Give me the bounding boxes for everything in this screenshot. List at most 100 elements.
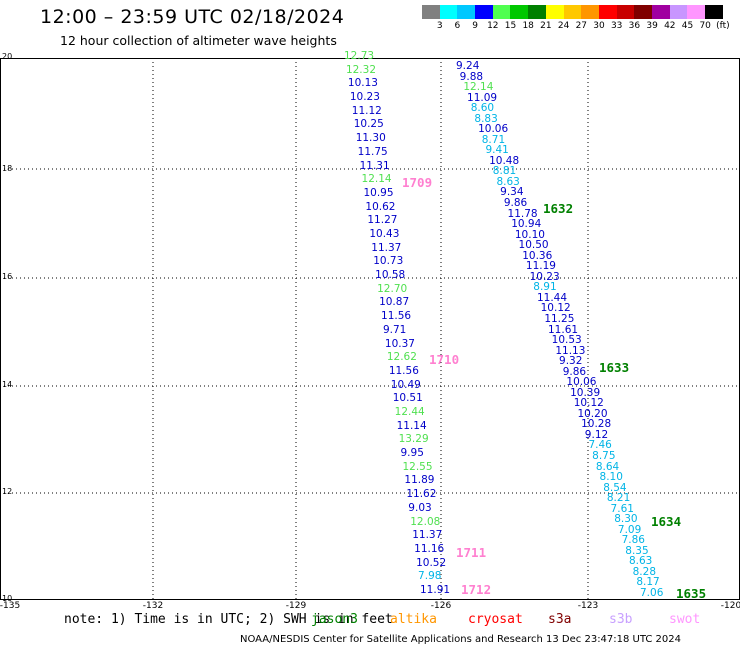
wave-height-value: 10.50: [518, 239, 549, 252]
wave-height-value: 8.75: [592, 449, 616, 462]
pass-number-label: 1709: [402, 175, 433, 190]
wave-height-value: 12.62: [386, 351, 417, 364]
wave-height-value: 11.56: [388, 364, 419, 377]
wave-height-value: 8.54: [603, 481, 627, 494]
wave-height-value: 10.73: [373, 255, 404, 268]
colorbar-legend: [422, 5, 723, 19]
wave-height-value: 10.13: [347, 77, 378, 90]
wave-height-value: 9.88: [459, 70, 484, 83]
colorbar-swatch: [510, 5, 529, 19]
colorbar-swatch: [439, 5, 458, 19]
colorbar-swatch: [705, 5, 723, 19]
pass-number-label: 1632: [543, 201, 574, 216]
colorbar-swatch: [457, 5, 476, 19]
wave-height-value: 7.46: [588, 439, 612, 452]
wave-height-value: 11.12: [351, 104, 382, 117]
wave-height-value: 8.17: [636, 576, 660, 589]
wave-height-value: 11.37: [412, 529, 443, 542]
wave-height-value: 11.62: [406, 488, 437, 501]
colorbar-label: 33: [610, 21, 623, 31]
wave-height-value: 12.08: [410, 515, 441, 528]
wave-height-value: 10.51: [392, 392, 423, 405]
wave-height-value: 8.63: [628, 555, 653, 568]
colorbar-swatch: [687, 5, 705, 19]
pass-number-label: 1710: [429, 352, 460, 367]
wave-height-value: 11.14: [396, 419, 427, 432]
wave-height-value: 9.95: [400, 447, 424, 460]
longitude-tick: -132: [142, 601, 164, 611]
longitude-tick: -120: [720, 601, 740, 611]
wave-height-value: 10.52: [416, 556, 447, 569]
pass-number-label: 1712: [461, 582, 492, 597]
latitude-tick: 14: [2, 380, 13, 389]
colorbar-swatch: [528, 5, 546, 19]
wave-height-value: 11.19: [525, 260, 556, 273]
wave-height-value: 11.44: [536, 291, 568, 304]
wave-height-value: 9.34: [500, 186, 524, 199]
wave-height-value: 8.81: [492, 165, 517, 178]
colorbar-label: 9: [472, 21, 478, 31]
wave-height-value: 10.12: [573, 397, 604, 410]
wave-height-value: 12.73: [344, 50, 375, 62]
wave-height-value: 11.16: [414, 542, 445, 555]
wave-height-value: 10.23: [349, 91, 380, 104]
colorbar-swatch: [581, 5, 599, 19]
satellite-legend-s3b: s3b: [609, 612, 633, 627]
latitude-tick: 20: [2, 52, 13, 61]
wave-height-value: 10.94: [511, 218, 542, 231]
wave-height-value: 10.28: [581, 418, 612, 431]
wave-height-value: 13.29: [398, 433, 429, 446]
satellite-legend-cryosat: cryosat: [468, 612, 523, 627]
wave-height-value: 9.86: [562, 365, 587, 378]
wave-height-value: 10.10: [514, 228, 545, 241]
colorbar-label: 70: [699, 21, 711, 31]
wave-height-value: 8.63: [496, 175, 520, 188]
wave-height-value: 10.87: [379, 296, 410, 309]
wave-height-value: 12.70: [377, 282, 408, 295]
wave-height-value: 10.58: [375, 269, 406, 282]
longitude-tick: -126: [430, 601, 452, 611]
satellite-legend-swot: swot: [669, 612, 701, 627]
wave-height-value: 9.24: [456, 60, 480, 72]
wave-height-value: 11.75: [357, 145, 388, 158]
wave-height-value: 8.30: [614, 513, 638, 526]
wave-height-value: 12.32: [345, 63, 376, 76]
wave-height-value: 12.55: [402, 460, 433, 473]
latitude-tick: 18: [2, 164, 13, 173]
colorbar-label: 42: [664, 21, 676, 31]
wave-height-value: 12.14: [361, 173, 392, 186]
wave-height-value: 10.49: [390, 378, 421, 391]
wave-height-value: 11.37: [371, 241, 402, 254]
latitude-tick: 10: [2, 594, 13, 603]
colorbar-swatch: [492, 5, 511, 19]
wave-height-value: 10.48: [489, 154, 520, 167]
colorbar-swatch: [475, 5, 493, 19]
wave-height-value: 10.23: [529, 270, 560, 283]
wave-height-value: 10.25: [353, 118, 384, 131]
colorbar-label: 30: [593, 21, 605, 31]
note-text: note: 1) Time is in UTC; 2) SWH is in fe…: [64, 612, 393, 627]
wave-height-value: 8.83: [474, 112, 498, 125]
latitude-tick: 12: [2, 487, 13, 496]
colorbar-label: 24: [557, 21, 570, 31]
wave-height-value: 10.12: [540, 302, 571, 315]
colorbar-label: 18: [522, 21, 534, 31]
colorbar-label: 36: [628, 21, 641, 31]
wave-height-value: 10.37: [384, 337, 415, 350]
wave-height-value: 11.27: [367, 214, 398, 227]
pass-number-label: 1711: [456, 545, 487, 560]
colorbar-label: 21: [540, 21, 552, 31]
colorbar-swatch: [669, 5, 688, 19]
satellite-legend-altika: altika: [390, 612, 437, 627]
wave-height-value: 11.30: [355, 132, 386, 145]
wave-height-value: 12.14: [463, 81, 494, 94]
colorbar-label: 15: [504, 21, 517, 31]
wave-height-value: 9.03: [408, 501, 432, 514]
wave-height-value: 7.61: [610, 502, 634, 515]
page-title: 12:00 – 23:59 UTC 02/18/2024: [40, 6, 345, 28]
wave-height-value: 10.06: [566, 376, 597, 389]
colorbar-swatch: [598, 5, 617, 19]
longitude-tick: -123: [577, 601, 599, 611]
wave-height-value: 11.31: [359, 159, 390, 172]
colorbar-label: 27: [575, 21, 588, 31]
